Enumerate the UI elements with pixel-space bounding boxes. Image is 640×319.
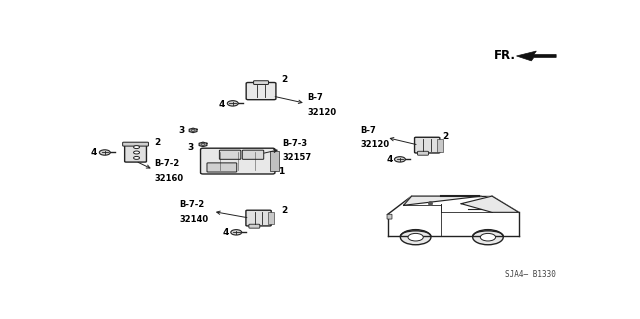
FancyBboxPatch shape [271, 151, 279, 171]
Circle shape [473, 230, 503, 245]
Text: 4: 4 [90, 148, 97, 158]
Text: 2: 2 [154, 138, 161, 147]
Circle shape [191, 130, 195, 131]
Circle shape [394, 157, 405, 162]
FancyBboxPatch shape [243, 150, 264, 159]
FancyBboxPatch shape [220, 150, 241, 159]
Text: SJA4— B1330: SJA4— B1330 [506, 270, 556, 279]
Text: 3: 3 [188, 143, 194, 152]
Text: 32140: 32140 [179, 215, 209, 224]
Text: 2: 2 [281, 206, 287, 215]
FancyBboxPatch shape [200, 148, 275, 174]
FancyBboxPatch shape [125, 143, 147, 162]
Polygon shape [404, 196, 481, 205]
Circle shape [231, 230, 242, 235]
Text: B-7: B-7 [360, 126, 376, 135]
Text: B-7-3: B-7-3 [282, 139, 307, 148]
Text: 4: 4 [386, 155, 392, 164]
Circle shape [227, 101, 238, 106]
Text: 1: 1 [278, 167, 285, 176]
Text: 4: 4 [218, 100, 225, 109]
Circle shape [134, 151, 140, 154]
FancyBboxPatch shape [249, 224, 260, 228]
FancyBboxPatch shape [387, 214, 392, 219]
Text: 2: 2 [442, 131, 449, 141]
Circle shape [201, 144, 205, 145]
Text: 32120: 32120 [360, 140, 389, 150]
FancyBboxPatch shape [437, 139, 443, 152]
Text: 32120: 32120 [307, 108, 336, 116]
Circle shape [481, 234, 495, 241]
Text: 3: 3 [178, 126, 184, 135]
Polygon shape [461, 196, 519, 212]
FancyBboxPatch shape [123, 142, 148, 146]
Text: B-7: B-7 [307, 93, 323, 102]
Text: 4: 4 [223, 228, 229, 237]
Circle shape [134, 156, 140, 160]
Text: B-7-2: B-7-2 [154, 160, 180, 168]
FancyBboxPatch shape [246, 210, 271, 226]
Text: FR.: FR. [493, 49, 515, 63]
FancyBboxPatch shape [207, 163, 237, 172]
Polygon shape [199, 142, 207, 147]
FancyBboxPatch shape [268, 212, 274, 225]
FancyBboxPatch shape [253, 81, 269, 85]
FancyBboxPatch shape [246, 83, 276, 100]
Text: B-7-2: B-7-2 [179, 200, 204, 210]
FancyBboxPatch shape [415, 137, 440, 153]
Circle shape [134, 145, 140, 149]
Circle shape [99, 150, 110, 155]
Text: 32157: 32157 [282, 153, 312, 162]
Polygon shape [516, 51, 556, 61]
FancyBboxPatch shape [417, 151, 428, 155]
Polygon shape [189, 128, 197, 133]
Text: 32160: 32160 [154, 174, 184, 183]
Circle shape [408, 234, 423, 241]
Text: 2: 2 [281, 75, 287, 84]
Circle shape [401, 230, 431, 245]
